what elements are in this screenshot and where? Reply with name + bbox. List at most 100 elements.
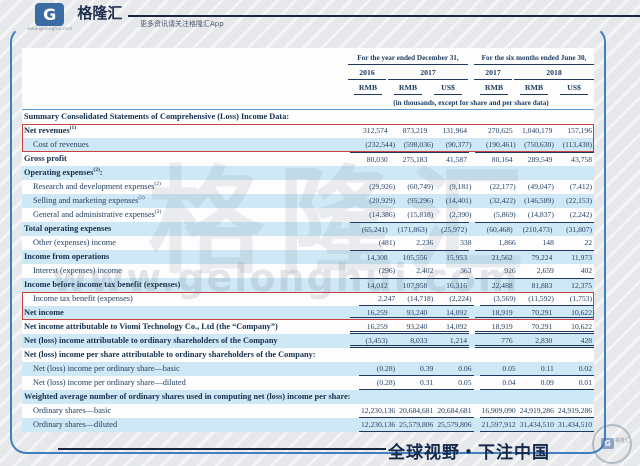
row-value: 312,574 [362,126,388,135]
row-value: (146,589) [524,196,554,205]
row-value: (95,296) [407,196,434,205]
row-value: 2,659 [536,266,554,275]
row-label: Net (loss) income attributable to ordina… [24,336,278,345]
row-value: 0.05 [479,362,518,376]
table-header: For the year ended December 31, For the … [22,52,594,109]
row-value: (2,224) [435,292,474,306]
row-value: (29,926) [369,182,396,191]
row-value: 338 [460,238,472,247]
row-value: 31,434,510 [517,418,556,432]
row-label: Income before income tax benefit (expens… [24,280,181,289]
row-value: (14,386) [369,210,396,219]
row-label: Interest (expenses) income [33,266,122,275]
row-value: (31,807) [554,222,595,236]
brand-site-url: www.gelonghui.com [27,27,73,32]
row-value: (0.28) [359,376,398,390]
row-value: 16,259 [350,320,390,334]
row-value: 21,597,912 [479,418,518,432]
row-label: Weighted average number of ordinary shar… [24,392,351,401]
currency-col-3: US$ [428,81,468,95]
row-value: 80,164 [475,152,515,166]
row-label: Total operating expenses [24,224,112,233]
table-row: Other (expenses) income (481) 2,236 338 1,86… [22,236,594,250]
row-value: 12,230,136 [359,418,398,432]
row-label: Net (loss) income per share attributable… [24,350,316,359]
row-value: 428 [554,334,595,348]
row-value: 43,758 [554,152,595,166]
row-value [475,110,515,124]
row-value: 107,958 [389,278,430,292]
row-value: (598,036) [403,140,434,149]
row-value [429,166,469,180]
row-value: (49,047) [527,182,554,191]
row-label: Cost of revenues [33,140,89,149]
table-row: Cost of revenues (232,544) (598,036) (90,37… [22,138,594,152]
row-value: (296) [378,266,396,275]
table-row: Income before income tax benefit (expens… [22,278,595,292]
row-value: 93,240 [389,306,430,320]
year-2018-interim: 2018 [514,66,594,80]
row-label: Income from operations [24,252,110,261]
row-value: 363 [460,266,472,275]
row-value: 12,230,136 [359,404,398,418]
row-label: Income tax benefit (expenses) [33,294,133,303]
brand-tagline: 更多资讯请关注格隆汇App [140,20,224,28]
row-value: (90,377) [445,140,472,149]
year-2017: 2017 [388,66,468,80]
row-value: 1,214 [429,334,470,348]
row-value: 776 [475,334,515,348]
row-value: (32,422) [489,196,516,205]
row-value: 80,030 [350,152,390,166]
row-value: 0.04 [479,376,518,390]
row-value: (2,390) [449,210,472,219]
row-value: 81,883 [514,278,555,292]
row-value [429,348,469,362]
row-value: 24,919,286 [517,404,556,418]
stamp-text: 格隆汇 [615,438,631,444]
row-value: 14,092 [429,306,470,320]
table-row: Net (loss) income per share attributable… [22,348,594,362]
row-value: (14,837) [527,210,554,219]
row-value [554,110,594,124]
table-row: Selling and marketing expenses(2) (20,929… [22,194,594,208]
row-value: (210,473) [514,222,555,236]
table-row: Summary Consolidated Statements of Compr… [22,109,594,124]
row-value: 1,866 [498,238,516,247]
row-value: 2,830 [514,334,555,348]
row-value [554,166,594,180]
period-group-interim: For the six months ended June 30, [474,52,594,65]
year-2016: 2016 [348,66,386,80]
row-value [515,166,555,180]
row-label: Ordinary shares—diluted [33,420,118,429]
row-label: Net revenues(1) [24,125,77,135]
row-value [475,166,515,180]
row-value [515,110,555,124]
row-value: 20,684,681 [397,404,436,418]
row-value: (190,461) [485,140,516,149]
row-value [515,390,555,404]
row-value: (60,468) [475,222,515,236]
row-value: 25,579,806 [435,418,474,432]
row-value: 0.39 [397,362,436,376]
row-value: 93,240 [389,320,430,334]
row-value: 14,012 [350,278,390,292]
row-value: 31,434,510 [555,418,595,432]
year-2017-interim: 2017 [474,66,512,80]
row-label: Net (loss) income per ordinary share—bas… [33,364,180,373]
row-label: Net (loss) income per ordinary share—dil… [33,378,186,387]
row-value [475,348,515,362]
row-value [430,390,470,404]
table-row: Income tax benefit (expenses) 2,247 (14,71… [22,292,595,306]
row-value: 22,488 [475,278,515,292]
row-value: (2,242) [569,210,593,219]
footer-divider-line [58,448,386,450]
row-value: (14,401) [445,196,472,205]
table-row: Net income 16,259 93,240 14,092 18,919 70,291… [22,306,595,320]
row-value: 0.06 [435,362,474,376]
row-label: Gross profit [24,154,67,163]
table-row: General and administrative expenses(2) (1… [22,208,594,222]
row-value: 157,196 [567,126,593,135]
row-value: 18,919 [475,320,515,334]
row-value [350,166,390,180]
